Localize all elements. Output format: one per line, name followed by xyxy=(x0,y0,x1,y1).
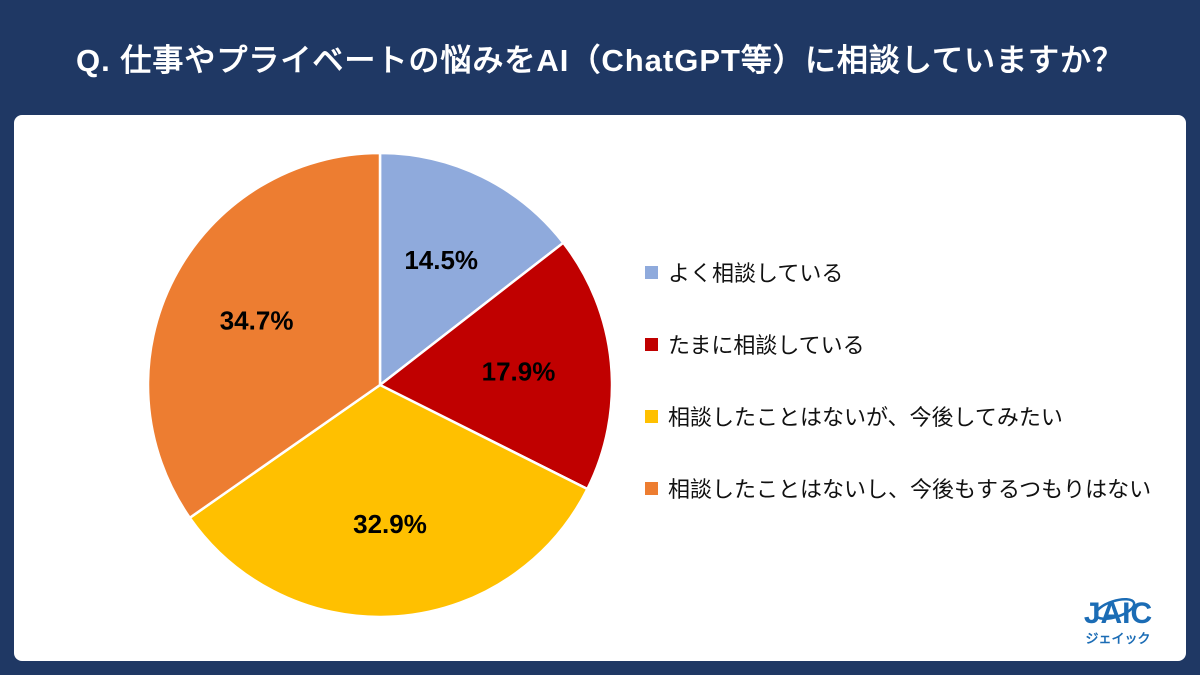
legend-item: 相談したことはないし、今後もするつもりはない xyxy=(645,471,1151,505)
logo-swoosh-icon xyxy=(1094,597,1136,621)
legend-swatch xyxy=(645,481,658,495)
pie-slice xyxy=(188,383,589,619)
pie-slice-label: 14.5% xyxy=(404,245,478,275)
title-bar: Q. 仕事やプライベートの悩みをAI（ChatGPT等）に相談していますか？ xyxy=(0,0,1200,115)
chart-legend: よく相談している たまに相談している 相談したことはないが、今後してみたい 相談… xyxy=(645,255,1151,543)
survey-question-title: Q. 仕事やプライベートの悩みをAI（ChatGPT等）に相談していますか？ xyxy=(75,43,1125,78)
legend-swatch xyxy=(645,337,658,351)
legend-swatch xyxy=(645,265,658,279)
legend-label: たまに相談している xyxy=(668,333,865,358)
legend-swatch xyxy=(645,409,658,423)
pie-chart: 14.5% 17.9% 32.9% 34.7% xyxy=(146,151,614,619)
pie-slice-label: 32.9% xyxy=(353,509,427,539)
pie-slice xyxy=(378,241,614,491)
legend-item: よく相談している xyxy=(645,255,1151,289)
legend-label: よく相談している xyxy=(668,261,844,286)
pie-slice-label: 17.9% xyxy=(482,357,556,387)
chart-card: 14.5% 17.9% 32.9% 34.7% よく相談している たまに相談している … xyxy=(14,115,1186,661)
pie-slice-label: 34.7% xyxy=(220,306,294,336)
legend-label: 相談したことはないが、今後してみたい xyxy=(668,405,1063,430)
logo-wordmark: JAIC xyxy=(1084,597,1152,630)
pie-slice xyxy=(146,151,382,520)
legend-item: 相談したことはないが、今後してみたい xyxy=(645,399,1151,433)
legend-label: 相談したことはないし、今後もするつもりはない xyxy=(668,477,1152,502)
jaic-logo: JAIC ジェイック xyxy=(1084,597,1152,646)
legend-item: たまに相談している xyxy=(645,327,1151,361)
pie-slice xyxy=(378,151,565,387)
logo-subtext: ジェイック xyxy=(1085,631,1150,646)
